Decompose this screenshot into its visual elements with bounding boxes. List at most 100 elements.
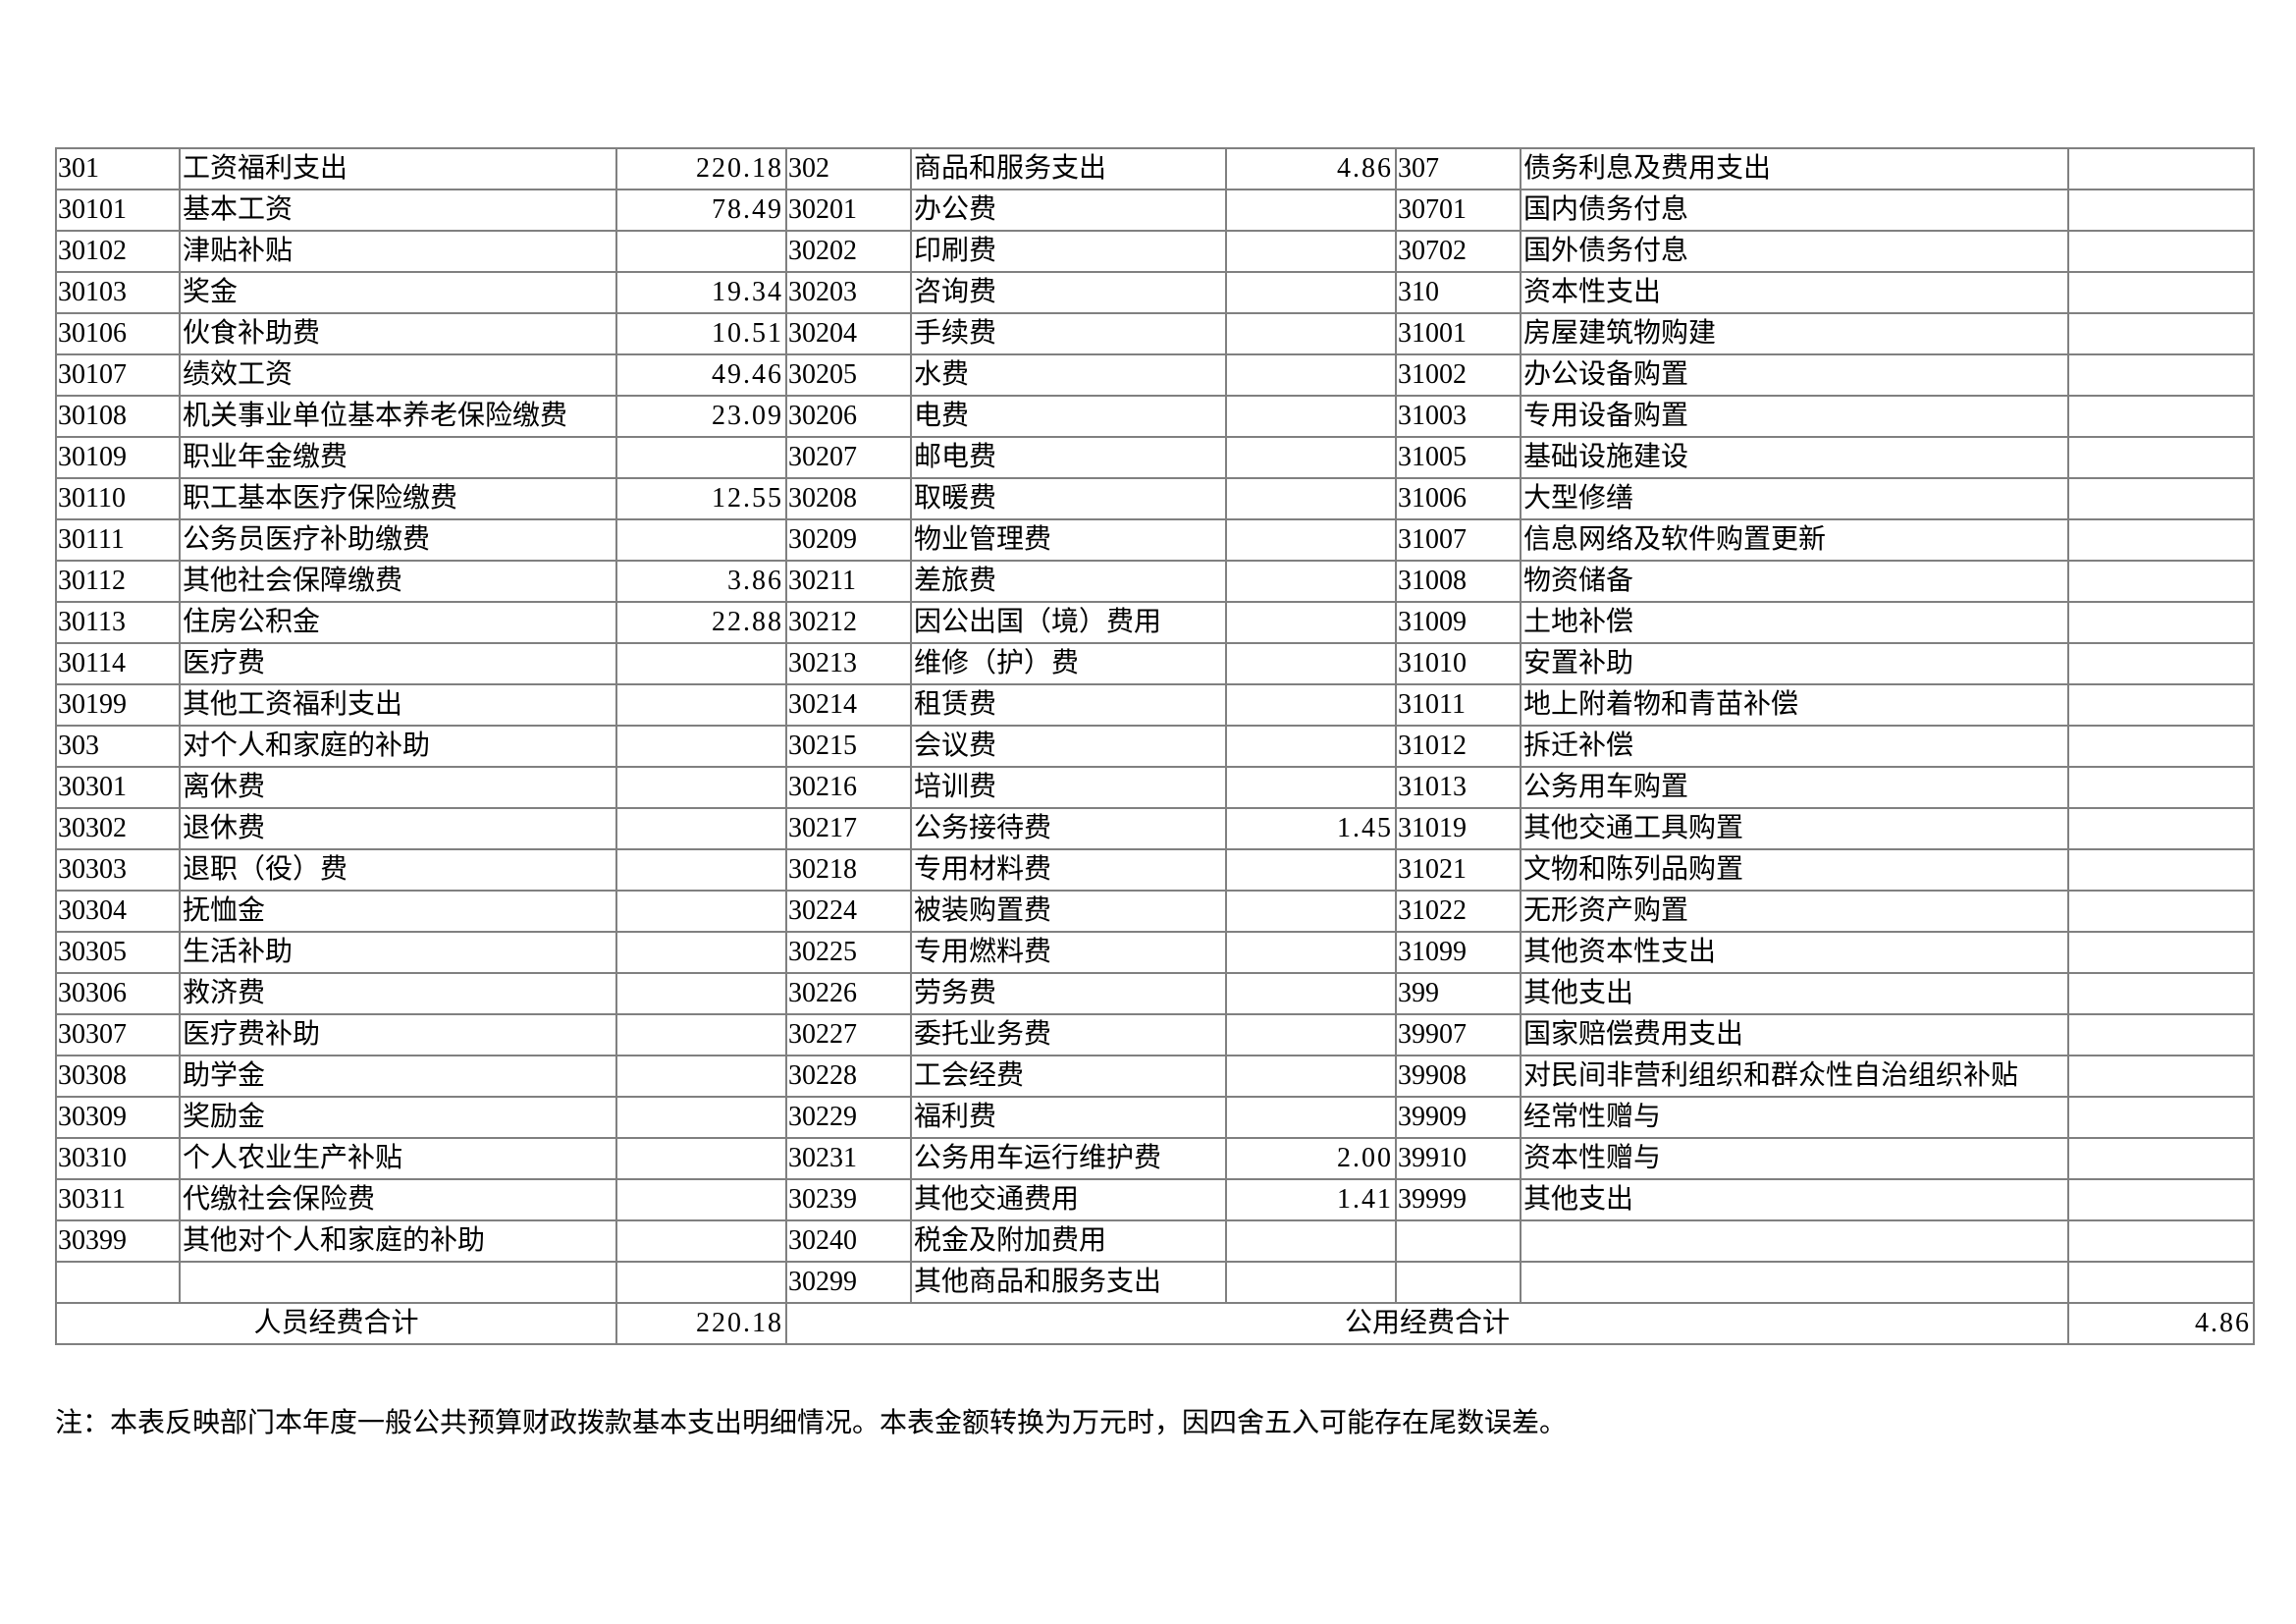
item-name-cell: 其他支出 xyxy=(1520,972,2069,1015)
item-name-cell: 职业年金缴费 xyxy=(179,436,617,479)
amount-cell: 3.86 xyxy=(615,560,787,603)
item-name-cell: 取暖费 xyxy=(910,477,1227,520)
item-name-cell: 医疗费补助 xyxy=(179,1013,617,1056)
amount-cell xyxy=(1225,189,1397,232)
item-name-cell: 其他交通工具购置 xyxy=(1520,807,2069,850)
code-cell: 30112 xyxy=(55,560,181,603)
amount-cell xyxy=(2067,931,2255,974)
code-cell: 30217 xyxy=(785,807,912,850)
table-row: 30302 退休费 30217 公务接待费 1.45 31019 其他交通工具购置 xyxy=(55,807,2255,850)
code-cell: 30206 xyxy=(785,395,912,438)
code-cell: 31009 xyxy=(1395,601,1522,644)
item-name-cell: 会议费 xyxy=(910,725,1227,768)
amount-cell xyxy=(2067,271,2255,314)
amount-cell: 78.49 xyxy=(615,189,787,232)
amount-cell xyxy=(2067,1055,2255,1098)
code-cell: 31002 xyxy=(1395,353,1522,397)
code-cell: 31019 xyxy=(1395,807,1522,850)
item-name-cell: 被装购置费 xyxy=(910,890,1227,933)
code-cell: 30239 xyxy=(785,1178,912,1221)
code-cell: 30227 xyxy=(785,1013,912,1056)
amount-cell xyxy=(1225,395,1397,438)
amount-cell: 4.86 xyxy=(1225,147,1397,190)
item-name-cell: 公务员医疗补助缴费 xyxy=(179,518,617,562)
item-name-cell: 奖励金 xyxy=(179,1096,617,1139)
table-row: 30114 医疗费 30213 维修（护）费 31010 安置补助 xyxy=(55,642,2255,685)
item-name-cell: 公务用车运行维护费 xyxy=(910,1137,1227,1180)
code-cell: 30108 xyxy=(55,395,181,438)
amount-cell xyxy=(615,1055,787,1098)
amount-cell xyxy=(1225,230,1397,273)
item-name-cell: 住房公积金 xyxy=(179,601,617,644)
amount-cell xyxy=(2067,147,2255,190)
amount-cell xyxy=(2067,683,2255,727)
amount-cell xyxy=(2067,601,2255,644)
table-row: 30301 离休费 30216 培训费 31013 公务用车购置 xyxy=(55,766,2255,809)
amount-cell xyxy=(615,766,787,809)
code-cell: 39908 xyxy=(1395,1055,1522,1098)
code-cell: 39910 xyxy=(1395,1137,1522,1180)
amount-cell xyxy=(2067,1261,2255,1304)
item-name-cell: 因公出国（境）费用 xyxy=(910,601,1227,644)
item-name-cell: 抚恤金 xyxy=(179,890,617,933)
item-name-cell: 其他社会保障缴费 xyxy=(179,560,617,603)
code-cell: 31099 xyxy=(1395,931,1522,974)
item-name-cell: 基本工资 xyxy=(179,189,617,232)
table-row: 30112 其他社会保障缴费 3.86 30211 差旅费 31008 物资储备 xyxy=(55,560,2255,603)
table-row: 30102 津贴补贴 30202 印刷费 30702 国外债务付息 xyxy=(55,230,2255,273)
amount-cell xyxy=(615,1261,787,1304)
amount-cell xyxy=(615,230,787,273)
item-name-cell: 专用燃料费 xyxy=(910,931,1227,974)
item-name-cell: 国内债务付息 xyxy=(1520,189,2069,232)
public-total-label: 公用经费合计 xyxy=(785,1302,2069,1345)
amount-cell xyxy=(1225,353,1397,397)
item-name-cell: 办公费 xyxy=(910,189,1227,232)
item-name-cell: 物业管理费 xyxy=(910,518,1227,562)
item-name-cell xyxy=(1520,1219,2069,1263)
amount-cell xyxy=(2067,725,2255,768)
code-cell: 30229 xyxy=(785,1096,912,1139)
item-name-cell: 津贴补贴 xyxy=(179,230,617,273)
code-cell: 30305 xyxy=(55,931,181,974)
table-row: 30306 救济费 30226 劳务费 399 其他支出 xyxy=(55,972,2255,1015)
amount-cell xyxy=(1225,436,1397,479)
table-row: 30307 医疗费补助 30227 委托业务费 39907 国家赔偿费用支出 xyxy=(55,1013,2255,1056)
amount-cell xyxy=(1225,1055,1397,1098)
code-cell: 30240 xyxy=(785,1219,912,1263)
item-name-cell: 债务利息及费用支出 xyxy=(1520,147,2069,190)
amount-cell: 22.88 xyxy=(615,601,787,644)
item-name-cell: 专用材料费 xyxy=(910,848,1227,892)
item-name-cell: 对个人和家庭的补助 xyxy=(179,725,617,768)
code-cell: 30303 xyxy=(55,848,181,892)
item-name-cell: 工会经费 xyxy=(910,1055,1227,1098)
amount-cell xyxy=(615,848,787,892)
code-cell: 30213 xyxy=(785,642,912,685)
code-cell: 30199 xyxy=(55,683,181,727)
code-cell: 301 xyxy=(55,147,181,190)
code-cell: 31001 xyxy=(1395,312,1522,355)
item-name-cell: 医疗费 xyxy=(179,642,617,685)
table-row: 30110 职工基本医疗保险缴费 12.55 30208 取暖费 31006 大型修缮 xyxy=(55,477,2255,520)
amount-cell xyxy=(2067,395,2255,438)
table-row: 30107 绩效工资 49.46 30205 水费 31002 办公设备购置 xyxy=(55,353,2255,397)
item-name-cell: 拆迁补偿 xyxy=(1520,725,2069,768)
amount-cell xyxy=(2067,766,2255,809)
amount-cell xyxy=(2067,353,2255,397)
amount-cell xyxy=(615,1096,787,1139)
amount-cell xyxy=(2067,1178,2255,1221)
amount-cell xyxy=(2067,807,2255,850)
item-name-cell: 其他工资福利支出 xyxy=(179,683,617,727)
code-cell: 30214 xyxy=(785,683,912,727)
code-cell: 399 xyxy=(1395,972,1522,1015)
item-name-cell: 印刷费 xyxy=(910,230,1227,273)
amount-cell xyxy=(615,1013,787,1056)
code-cell: 302 xyxy=(785,147,912,190)
item-name-cell: 伙食补助费 xyxy=(179,312,617,355)
amount-cell xyxy=(2067,1096,2255,1139)
code-cell: 303 xyxy=(55,725,181,768)
item-name-cell: 无形资产购置 xyxy=(1520,890,2069,933)
item-name-cell: 文物和陈列品购置 xyxy=(1520,848,2069,892)
amount-cell xyxy=(615,890,787,933)
code-cell: 30110 xyxy=(55,477,181,520)
amount-cell xyxy=(2067,518,2255,562)
